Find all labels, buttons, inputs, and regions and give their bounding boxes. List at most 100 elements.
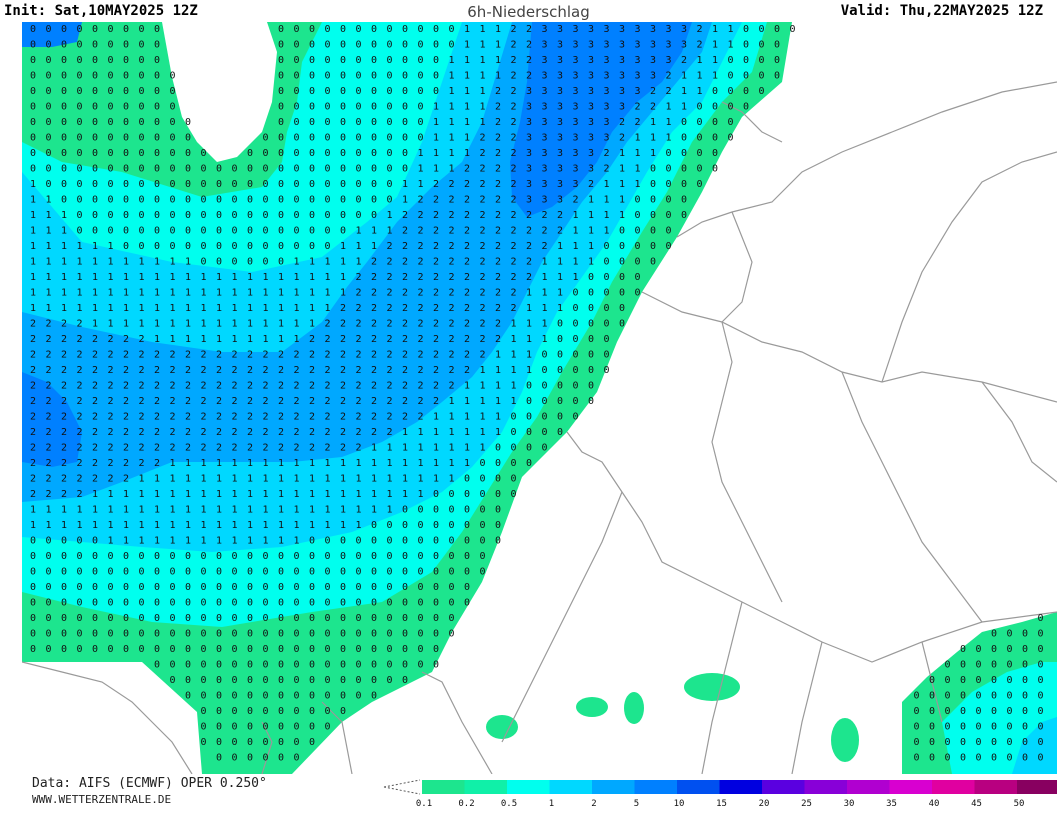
precip-value: 2: [309, 334, 315, 345]
precip-value: 0: [61, 551, 67, 562]
precip-value: 0: [387, 40, 393, 51]
precip-value: 3: [619, 71, 625, 82]
legend-label: 1: [549, 799, 554, 809]
precip-value: 1: [309, 520, 315, 531]
precip-value: 2: [232, 350, 238, 361]
precip-value: 3: [542, 179, 548, 190]
precip-value: 0: [92, 582, 98, 593]
precip-value: 2: [418, 226, 424, 237]
website-label: WWW.WETTERZENTRALE.DE: [32, 792, 267, 808]
precip-value: 0: [232, 226, 238, 237]
precip-value: 2: [402, 257, 408, 268]
precip-value: 0: [666, 164, 672, 175]
precip-value: 2: [278, 412, 284, 423]
precip-value: 0: [387, 117, 393, 128]
precip-value: 3: [573, 133, 579, 144]
precip-value: 0: [325, 629, 331, 640]
precip-value: 1: [340, 257, 346, 268]
precip-value: 0: [356, 644, 362, 655]
precip-value: 0: [46, 40, 52, 51]
precip-value: 1: [61, 272, 67, 283]
precip-value: 2: [402, 319, 408, 330]
precip-value: 2: [325, 443, 331, 454]
precip-value: 0: [201, 660, 207, 671]
precip-value: 0: [92, 598, 98, 609]
precip-value: 1: [30, 210, 36, 221]
precip-value: 0: [371, 691, 377, 702]
precip-value: 0: [960, 753, 966, 764]
precip-value: 0: [371, 210, 377, 221]
precip-value: 0: [170, 210, 176, 221]
precip-value: 1: [216, 505, 222, 516]
precip-value: 1: [30, 520, 36, 531]
precip-value: 1: [46, 257, 52, 268]
precip-value: 0: [1022, 691, 1028, 702]
precip-value: 1: [495, 381, 501, 392]
precip-value: 0: [325, 613, 331, 624]
precip-value: 2: [433, 257, 439, 268]
precip-value: 2: [418, 365, 424, 376]
precip-value: 0: [743, 102, 749, 113]
precip-value: 0: [154, 226, 160, 237]
precip-value: 1: [185, 458, 191, 469]
precip-value: 1: [30, 226, 36, 237]
precip-value: 3: [526, 164, 532, 175]
precip-value: 1: [449, 117, 455, 128]
precip-value: 0: [371, 520, 377, 531]
precip-value: 2: [108, 350, 114, 361]
precip-value: 0: [46, 164, 52, 175]
precip-value: 1: [371, 241, 377, 252]
precip-value: 1: [712, 40, 718, 51]
precip-value: 1: [619, 164, 625, 175]
precip-value: 2: [526, 272, 532, 283]
precip-value: 0: [1038, 737, 1044, 748]
precip-value: 3: [619, 55, 625, 66]
precip-value: 0: [216, 706, 222, 717]
precip-value: 0: [216, 241, 222, 252]
precip-value: 3: [650, 71, 656, 82]
precip-value: 0: [449, 551, 455, 562]
precip-value: 0: [325, 117, 331, 128]
precip-value: 0: [449, 24, 455, 35]
precip-value: 1: [247, 334, 253, 345]
precip-value: 2: [449, 288, 455, 299]
precip-value: 0: [232, 691, 238, 702]
precip-value: 2: [480, 334, 486, 345]
precip-value: 2: [697, 24, 703, 35]
precip-value: 0: [542, 412, 548, 423]
precip-value: 2: [46, 334, 52, 345]
precip-value: 2: [154, 458, 160, 469]
precip-value: 0: [991, 675, 997, 686]
precip-value: 0: [170, 629, 176, 640]
precip-value: 0: [697, 179, 703, 190]
precip-value: 0: [1038, 691, 1044, 702]
precip-value: 0: [325, 148, 331, 159]
precip-value: 0: [387, 148, 393, 159]
precip-value: 3: [588, 148, 594, 159]
precip-value: 0: [635, 210, 641, 221]
precip-value: 0: [1007, 753, 1013, 764]
precip-value: 2: [464, 350, 470, 361]
precip-value: 0: [139, 40, 145, 51]
precip-value: 0: [945, 706, 951, 717]
precip-value: 2: [77, 427, 83, 438]
precip-value: 1: [480, 40, 486, 51]
precip-value: 2: [278, 427, 284, 438]
precip-value: 0: [433, 55, 439, 66]
precip-value: 2: [294, 381, 300, 392]
precip-value: 3: [666, 40, 672, 51]
precip-value: 2: [61, 334, 67, 345]
precip-value: 1: [216, 272, 222, 283]
precip-value: 1: [154, 536, 160, 547]
precip-value: 0: [418, 567, 424, 578]
precip-value: 0: [340, 195, 346, 206]
legend-label: 20: [759, 799, 770, 809]
precip-value: 2: [92, 381, 98, 392]
precip-value: 0: [371, 551, 377, 562]
precip-value: 0: [681, 210, 687, 221]
precip-value: 2: [433, 179, 439, 190]
precip-value: 0: [294, 71, 300, 82]
precip-value: 2: [216, 350, 222, 361]
precip-value: 0: [123, 629, 129, 640]
precip-value: 1: [46, 241, 52, 252]
